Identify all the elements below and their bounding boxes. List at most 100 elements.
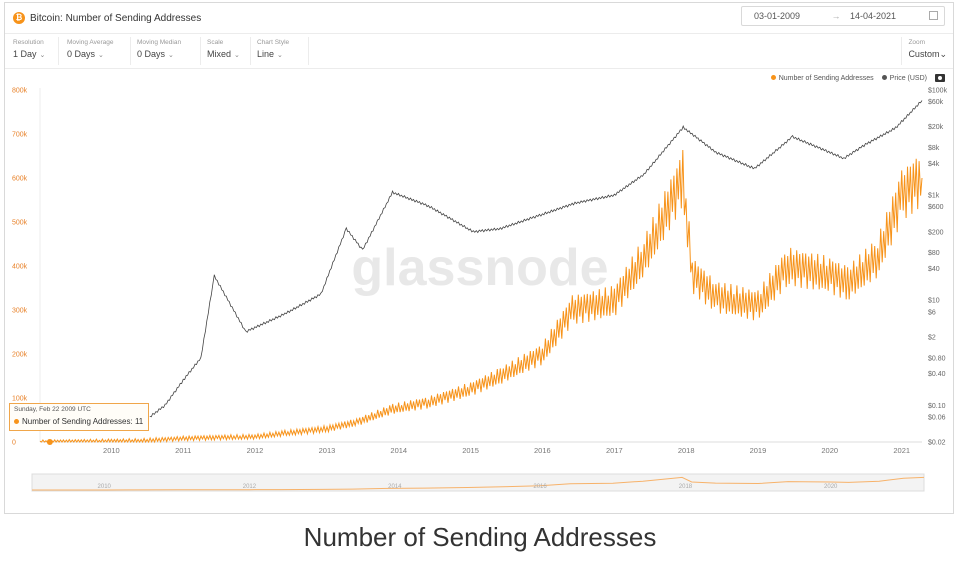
chart-style-value: Line [257, 49, 275, 59]
x-tick-label: 2018 [678, 446, 695, 455]
arrow-right-icon: → [831, 11, 841, 21]
x-tick-label: 2020 [821, 446, 838, 455]
navigator-line [32, 476, 925, 491]
x-tick-label: 2014 [390, 446, 407, 455]
chevron-down-icon: ⌄ [98, 52, 104, 59]
legend-dot-icon [881, 75, 887, 81]
chart-style-select[interactable]: Chart Style Line ⌄ [251, 37, 309, 65]
y-right-tick-label: $0.80 [928, 355, 946, 362]
x-tick-label: 2016 [534, 446, 551, 455]
moving-median-value: 0 Days [137, 49, 166, 59]
legend-item-sending-addresses[interactable]: Number of Sending Addresses [770, 74, 874, 82]
y-right-tick-label: $60k [928, 99, 944, 106]
date-to-input[interactable]: 14-04-2021 [850, 11, 897, 21]
chart-style-label: Chart Style [257, 39, 290, 46]
zoom-value: Custom [908, 49, 940, 59]
x-tick-label: 2011 [175, 446, 191, 455]
resolution-label: Resolution [13, 39, 44, 46]
y-left-tick-label: 100k [12, 396, 28, 403]
y-right-tick-label: $0.06 [928, 414, 946, 421]
chevron-down-icon: ⌄ [277, 52, 283, 59]
chevron-down-icon: ⌄ [234, 52, 240, 59]
navigator[interactable] [31, 473, 925, 492]
resolution-value: 1 Day [13, 49, 37, 59]
calendar-icon[interactable] [929, 11, 938, 20]
legend-dot-icon [770, 75, 776, 81]
legend-item-price[interactable]: Price (USD) [881, 74, 927, 82]
y-left-tick-label: 400k [12, 264, 28, 271]
y-right-tick-label: $200 [928, 229, 944, 236]
bitcoin-icon: ₿ [13, 12, 25, 24]
y-left-tick-label: 600k [12, 176, 28, 183]
navigator-tick-label: 2016 [533, 484, 547, 490]
moving-average-label: Moving Average [67, 39, 114, 46]
watermark: glassnode [351, 239, 608, 297]
price-line [149, 100, 923, 418]
sending-addresses-series-layer [39, 149, 923, 444]
y-right-tick-label: $600 [928, 204, 944, 211]
legend-label-price: Price (USD) [889, 74, 927, 82]
navigator-tick-label: 2014 [388, 484, 402, 490]
axes-layer: 2010 2011 2012 2013 2014 2015 2016 2017 2018 2019… [12, 88, 948, 456]
y-left-tick-label: 300k [12, 308, 28, 315]
navigator-tick-label: 2020 [824, 484, 838, 490]
tooltip-text: Number of Sending Addresses: 11 [22, 417, 144, 426]
y-right-tick-label: $40 [928, 266, 940, 273]
y-right-tick-label: $8k [928, 145, 940, 152]
moving-median-select[interactable]: Moving Median 0 Days ⌄ [131, 37, 201, 65]
resolution-select[interactable]: Resolution 1 Day ⌄ [7, 37, 59, 65]
x-tick-label: 2012 [247, 446, 264, 455]
chevron-down-icon: ⌄ [39, 52, 46, 59]
y-right-tick-label: $0.10 [928, 403, 946, 410]
y-right-tick-label: $20k [928, 124, 944, 131]
navigator-layer: 2010 2012 2014 2016 2018 2020 [32, 438, 925, 491]
moving-average-select[interactable]: Moving Average 0 Days ⌄ [61, 37, 131, 65]
x-tick-label: 2010 [103, 446, 120, 455]
price-series-layer [149, 100, 923, 418]
chart-title: Bitcoin: Number of Sending Addresses [30, 12, 202, 24]
date-range-picker[interactable]: 03-01-2009 → 14-04-2021 [741, 6, 945, 26]
tooltip-date: Sunday, Feb 22 2009 UTC [14, 406, 91, 413]
legend-label-sending-addresses: Number of Sending Addresses [778, 74, 874, 82]
x-tick-label: 2015 [462, 446, 479, 455]
tooltip: Sunday, Feb 22 2009 UTC Number of Sendin… [9, 403, 149, 431]
x-tick-label: 2017 [606, 446, 623, 455]
y-right-tick-label: $4k [928, 161, 940, 168]
sending-addresses-line [39, 149, 923, 444]
hover-point [46, 438, 53, 445]
y-right-tick-label: $1k [928, 193, 940, 200]
scale-select[interactable]: Scale Mixed ⌄ [201, 37, 251, 65]
zoom-label: Zoom [908, 39, 926, 46]
y-right-tick-label: $10 [928, 298, 940, 305]
chevron-down-icon: ⌄ [168, 52, 174, 59]
chevron-down-icon: ⌄ [939, 49, 947, 59]
y-left-tick-label: 800k [12, 88, 28, 95]
chart-svg: glassnode 2010 2011 2012 2013 2014 2015 2016 20… [12, 88, 948, 492]
chart-controls: Resolution 1 Day ⌄ Moving Average 0 Days ⌄… [5, 33, 953, 69]
chart-legend: Number of Sending Addresses Price (USD) [770, 74, 945, 82]
y-left-tick-label: 0 [12, 440, 16, 447]
y-left-tick-label: 700k [12, 132, 28, 139]
y-right-tick-label: $0.40 [928, 371, 946, 378]
date-from-input[interactable]: 03-01-2009 [754, 11, 801, 21]
y-right-tick-label: $2 [928, 334, 936, 341]
moving-average-value: 0 Days [67, 49, 96, 59]
zoom-select[interactable]: Zoom Custom⌄ [901, 37, 947, 65]
x-tick-label: 2019 [750, 446, 767, 455]
figure-caption: Number of Sending Addresses [303, 522, 657, 552]
y-right-tick-label: $0.02 [928, 440, 946, 447]
tooltip-dot-icon [14, 419, 19, 424]
camera-icon[interactable] [935, 74, 945, 82]
navigator-tick-label: 2012 [243, 484, 257, 490]
scale-value: Mixed [207, 49, 232, 59]
y-right-tick-label: $6 [928, 309, 936, 316]
x-tick-label: 2013 [319, 446, 336, 455]
y-right-tick-label: $100k [928, 88, 948, 95]
chart-title-bar: ₿ Bitcoin: Number of Sending Addresses [13, 9, 201, 27]
x-tick-label: 2021 [893, 446, 910, 455]
y-left-tick-label: 200k [12, 352, 28, 359]
navigator-tick-label: 2010 [98, 484, 112, 490]
scale-label: Scale [207, 39, 224, 46]
navigator-tick-label: 2018 [679, 484, 693, 490]
chart-panel: ₿ Bitcoin: Number of Sending Addresses 0… [4, 2, 954, 514]
